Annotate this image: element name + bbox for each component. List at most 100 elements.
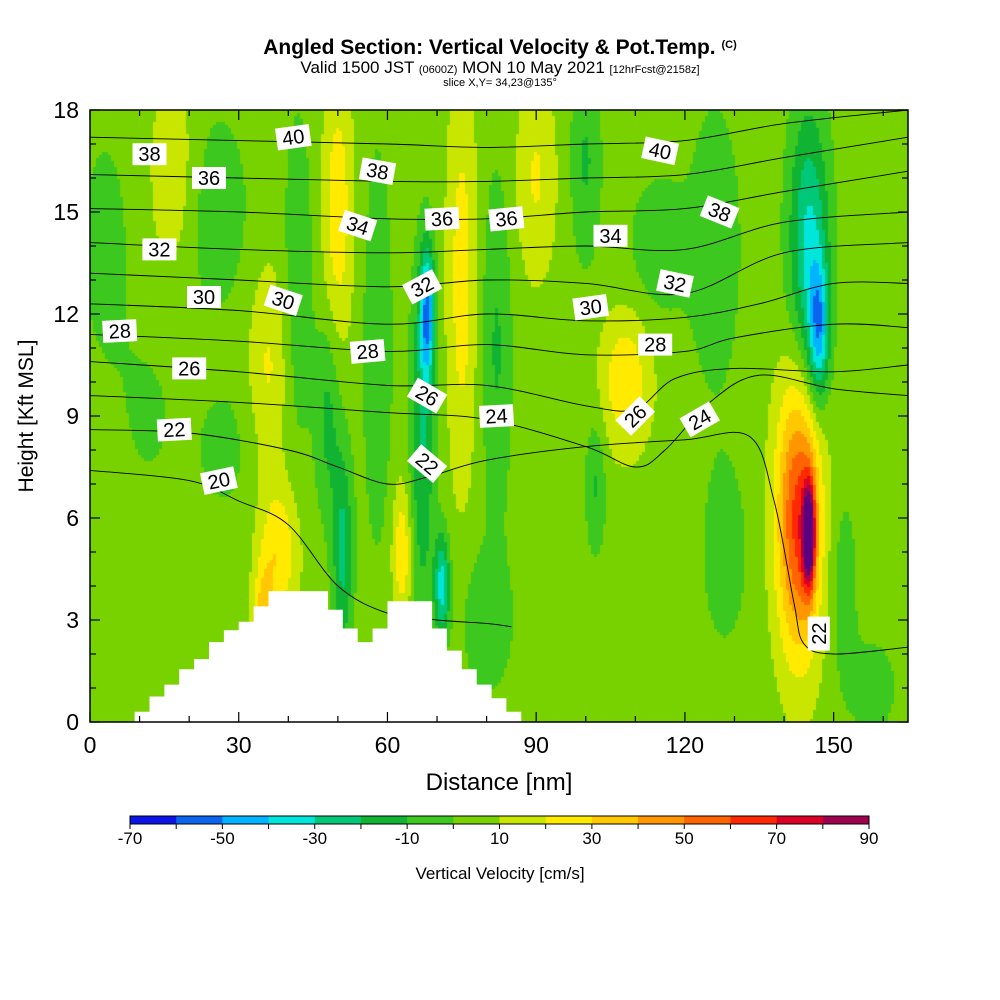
contour-label-40: 40 [641, 136, 680, 166]
slice-info: slice X,Y= 34,23@135° [443, 77, 557, 89]
valid-time: Valid 1500 JST [300, 58, 415, 77]
colorbar-tick-label: 50 [675, 829, 694, 848]
theta-contour-26 [90, 361, 908, 412]
svg-text:36: 36 [494, 208, 518, 232]
utc-time: (0600Z) [418, 64, 458, 76]
colorbar-swatch [176, 816, 223, 824]
contour-label-28: 28 [349, 338, 386, 364]
svg-text:38: 38 [364, 159, 390, 185]
colorbar: -70 -50 -30 -10 10 30 50 70 90 [118, 815, 879, 848]
x-tick-label: 60 [375, 732, 401, 758]
y-tick-label: 9 [66, 403, 79, 429]
colorbar-title: Vertical Velocity [cm/s] [415, 864, 585, 883]
contour-label-30: 30 [263, 284, 303, 317]
contour-label-22: 22 [807, 616, 831, 651]
svg-text:26: 26 [178, 358, 200, 380]
svg-text:30: 30 [578, 296, 603, 321]
svg-text:34: 34 [599, 226, 621, 248]
svg-text:28: 28 [108, 320, 131, 343]
forecast-info: [12hrFcst@2158z] [609, 64, 700, 76]
chart-subtitle: Valid 1500 JST (0600Z) MON 10 May 2021 [… [0, 59, 1000, 79]
theta-contour-20 [90, 469, 512, 628]
contour-label-20: 20 [199, 466, 238, 495]
colorbar-swatch [822, 816, 870, 824]
colorbar-tick-label: -30 [302, 829, 327, 848]
chart-title: Angled Section: Vertical Velocity & Pot.… [263, 36, 737, 59]
x-axis: 0 30 60 90 120 150 [84, 110, 884, 758]
x-tick-label: 150 [814, 732, 852, 758]
contour-label-30: 30 [572, 293, 610, 321]
y-tick-label: 0 [66, 709, 79, 735]
theta-contour-30 [90, 281, 908, 325]
theta-contour-32 [90, 242, 908, 296]
contour-label-22: 22 [156, 417, 192, 442]
colorbar-swatch [222, 816, 270, 824]
x-tick-label: 0 [84, 732, 97, 758]
colorbar-tick-label: 90 [860, 829, 879, 848]
svg-text:24: 24 [485, 405, 508, 428]
contour-label-34: 34 [593, 224, 628, 248]
y-tick-label: 18 [53, 97, 79, 123]
theta-contour-24 [90, 374, 908, 468]
colorbar-tick-label: 70 [767, 829, 786, 848]
colorbar-swatch [407, 816, 454, 824]
colorbar-swatch [684, 816, 731, 824]
colorbar-swatch [314, 816, 362, 824]
contour-label-24: 24 [679, 401, 721, 438]
contour-label-38: 38 [358, 157, 397, 185]
colorbar-swatch [268, 816, 316, 824]
colorbar-swatch [130, 816, 177, 824]
contour-label-28: 28 [638, 333, 673, 357]
theta-contour-34 [90, 211, 908, 254]
colorbar-swatch [591, 816, 639, 824]
y-tick-label: 15 [53, 199, 79, 225]
contour-label-38: 38 [132, 143, 167, 166]
colorbar-tick-label: -70 [118, 829, 143, 848]
colorbar-swatch [776, 816, 824, 824]
svg-text:22: 22 [809, 622, 831, 644]
contour-label-26: 26 [172, 357, 207, 380]
svg-text:32: 32 [662, 271, 688, 297]
contour-label-36: 36 [488, 206, 525, 232]
y-axis-label: Height [Kft MSL] [15, 340, 38, 493]
colorbar-swatch [360, 816, 408, 824]
colorbar-tick-label: 30 [582, 829, 601, 848]
contour-label-32: 32 [656, 269, 694, 298]
copyright-mark: (C) [721, 39, 737, 51]
x-axis-label: Distance [nm] [426, 769, 573, 796]
contour-label-36: 36 [424, 206, 460, 231]
terrain [134, 591, 522, 722]
contour-label-32: 32 [142, 238, 177, 261]
svg-text:40: 40 [647, 139, 673, 165]
y-tick-label: 3 [66, 607, 79, 633]
svg-text:22: 22 [163, 419, 186, 442]
x-tick-label: 120 [666, 732, 704, 758]
svg-text:28: 28 [356, 340, 380, 364]
theta-contour-28 [90, 323, 908, 356]
svg-text:38: 38 [138, 144, 160, 166]
colorbar-swatch [638, 816, 685, 824]
colorbar-swatch [453, 816, 500, 824]
colorbar-tick-label: -10 [395, 829, 420, 848]
theta-contour-40 [90, 110, 908, 148]
x-tick-label: 90 [523, 732, 549, 758]
svg-text:30: 30 [193, 287, 215, 309]
svg-text:28: 28 [644, 335, 666, 357]
y-tick-label: 12 [53, 301, 79, 327]
y-tick-label: 6 [66, 505, 79, 531]
x-tick-label: 30 [226, 732, 252, 758]
contour-label-30: 30 [187, 286, 221, 309]
colorbar-swatch [730, 816, 778, 824]
svg-text:20: 20 [206, 469, 232, 495]
contour-label-28: 28 [102, 319, 138, 344]
theta-contour-38 [90, 136, 908, 183]
contour-label-40: 40 [274, 123, 312, 151]
colorbar-tick-label: 10 [490, 829, 509, 848]
svg-text:36: 36 [430, 208, 453, 231]
colorbar-swatch [499, 816, 547, 824]
colorbar-swatch [545, 816, 593, 824]
contour-label-24: 24 [478, 404, 515, 429]
